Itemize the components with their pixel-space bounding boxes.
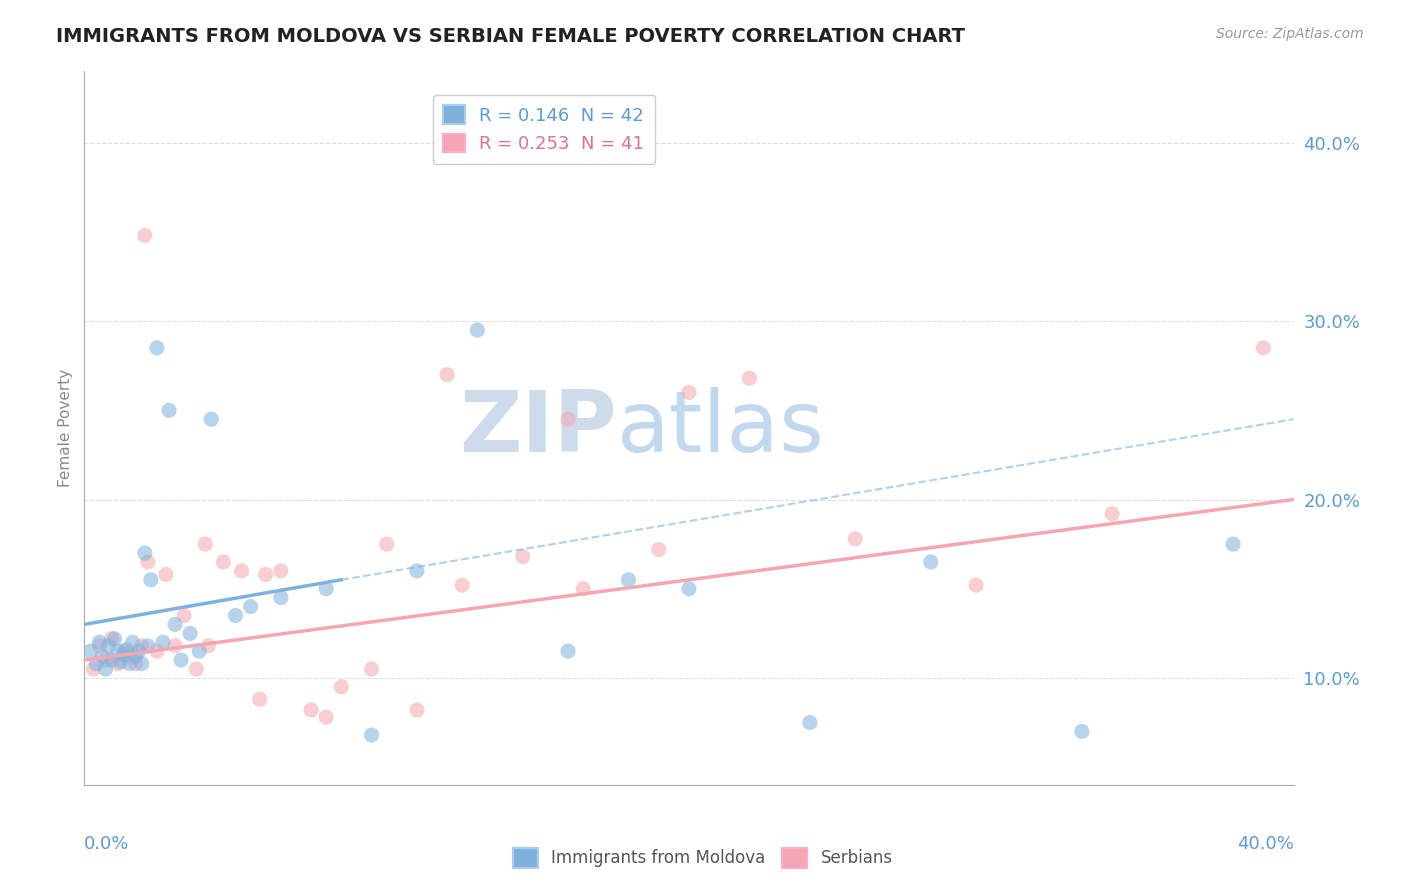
Point [299, 703, 322, 717]
Point [1101, 507, 1123, 521]
Text: atlas: atlas [616, 386, 824, 470]
Point [107, 644, 129, 658]
Y-axis label: Female Poverty: Female Poverty [58, 369, 73, 487]
Point [112, 644, 135, 658]
Point [97, 639, 120, 653]
Point [197, 639, 219, 653]
Point [125, 657, 148, 671]
Point [82, 662, 104, 676]
Point [146, 644, 169, 658]
Point [115, 642, 138, 657]
Point [451, 578, 474, 592]
Point [157, 403, 180, 417]
Point [270, 591, 292, 605]
Point [118, 649, 141, 664]
Point [100, 632, 122, 646]
Point [155, 567, 177, 582]
Point [844, 532, 866, 546]
Point [212, 555, 235, 569]
Text: IMMIGRANTS FROM MOLDOVA VS SERBIAN FEMALE POVERTY CORRELATION CHART: IMMIGRANTS FROM MOLDOVA VS SERBIAN FEMAL… [56, 27, 966, 45]
Text: 40.0%: 40.0% [1237, 835, 1294, 853]
Point [194, 537, 217, 551]
Point [225, 608, 247, 623]
Point [617, 573, 640, 587]
Point [467, 323, 489, 337]
Point [360, 728, 382, 742]
Point [375, 537, 398, 551]
Point [920, 555, 942, 569]
Point [254, 567, 277, 582]
Legend: Immigrants from Moldova, Serbians: Immigrants from Moldova, Serbians [506, 841, 900, 875]
Point [134, 546, 156, 560]
Point [315, 710, 337, 724]
Point [128, 644, 150, 658]
Point [179, 626, 201, 640]
Point [146, 341, 169, 355]
Point [79, 644, 101, 658]
Point [270, 564, 292, 578]
Point [188, 644, 211, 658]
Point [406, 564, 429, 578]
Point [1071, 724, 1094, 739]
Point [315, 582, 337, 596]
Point [94, 653, 117, 667]
Point [100, 653, 122, 667]
Point [249, 692, 271, 706]
Point [118, 657, 141, 671]
Point [965, 578, 987, 592]
Point [136, 639, 159, 653]
Point [89, 639, 111, 653]
Point [165, 639, 187, 653]
Text: Source: ZipAtlas.com: Source: ZipAtlas.com [1216, 27, 1364, 41]
Point [131, 639, 153, 653]
Point [170, 653, 193, 667]
Text: 0.0%: 0.0% [84, 835, 129, 853]
Point [110, 655, 132, 669]
Text: ZIP: ZIP [458, 386, 616, 470]
Point [152, 635, 174, 649]
Point [173, 608, 195, 623]
Point [648, 542, 671, 557]
Point [165, 617, 187, 632]
Point [112, 648, 135, 662]
Point [200, 412, 222, 426]
Point [360, 662, 382, 676]
Point [125, 649, 148, 664]
Point [1222, 537, 1244, 551]
Point [186, 662, 208, 676]
Point [231, 564, 253, 578]
Point [94, 662, 117, 676]
Point [557, 644, 579, 658]
Point [1253, 341, 1275, 355]
Point [134, 228, 156, 243]
Point [330, 680, 353, 694]
Point [799, 715, 821, 730]
Point [406, 703, 429, 717]
Point [436, 368, 458, 382]
Point [107, 657, 129, 671]
Point [139, 573, 162, 587]
Point [89, 635, 111, 649]
Point [91, 649, 114, 664]
Point [678, 385, 700, 400]
Point [678, 582, 700, 596]
Legend: R = 0.146  N = 42, R = 0.253  N = 41: R = 0.146 N = 42, R = 0.253 N = 41 [433, 95, 655, 164]
Point [86, 657, 108, 671]
Point [512, 549, 534, 564]
Point [572, 582, 595, 596]
Point [121, 635, 143, 649]
Point [557, 412, 579, 426]
Point [104, 632, 127, 646]
Point [738, 371, 761, 385]
Point [131, 657, 153, 671]
Point [136, 555, 159, 569]
Point [239, 599, 262, 614]
